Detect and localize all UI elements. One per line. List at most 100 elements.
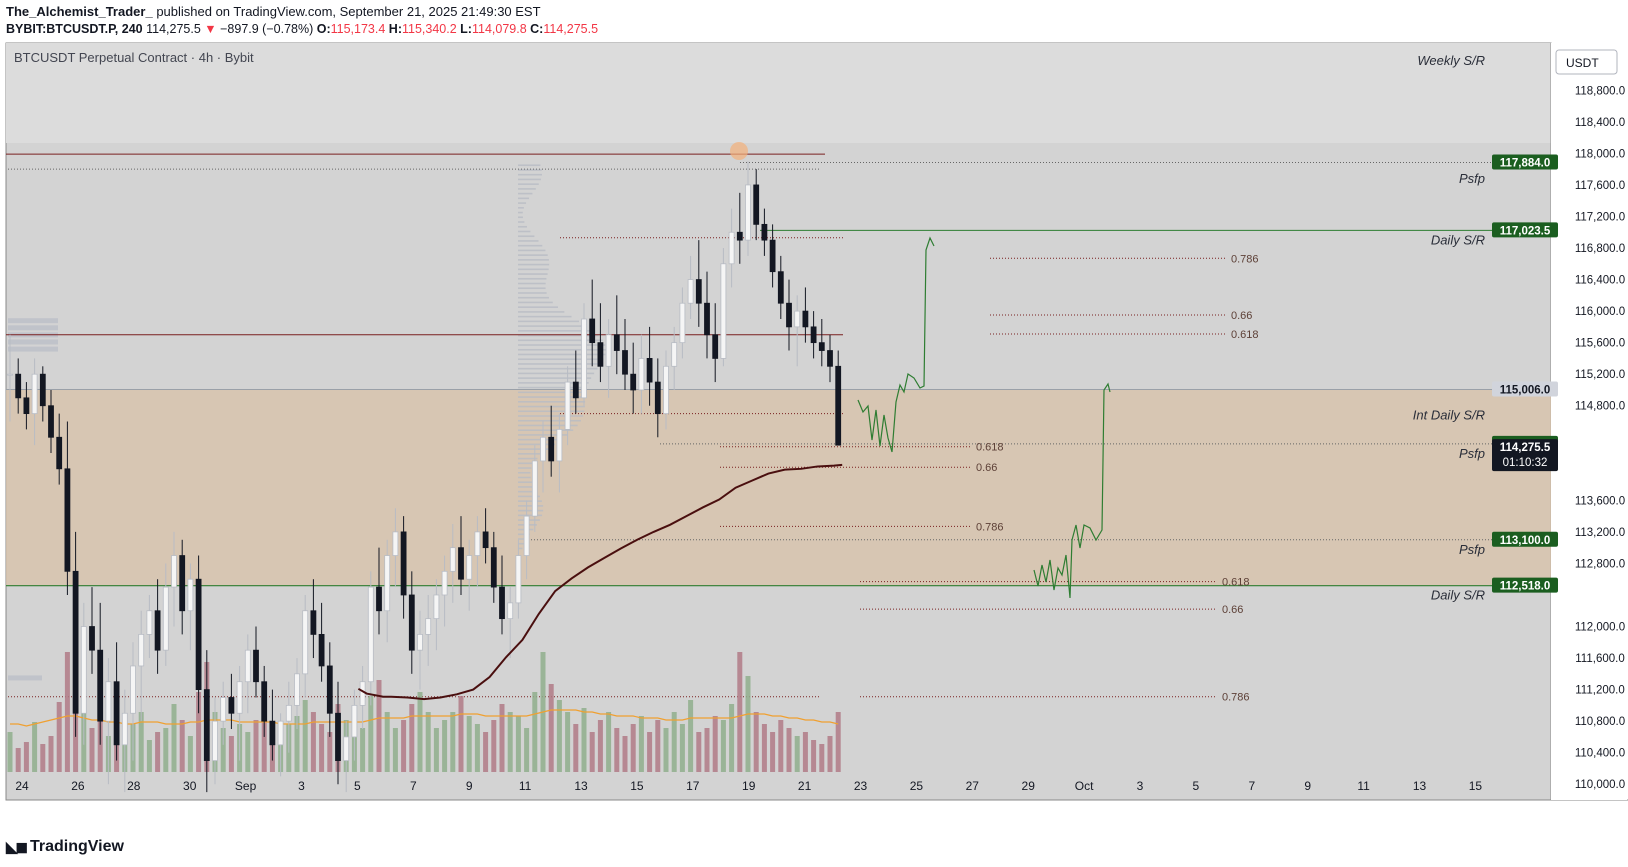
candle-body (786, 302, 792, 328)
candle-body (433, 594, 440, 620)
volume-bar (655, 720, 661, 772)
volume-profile-bar (518, 486, 535, 488)
volume-bar (474, 724, 480, 772)
volume-bar (187, 736, 193, 772)
volume-profile-bar (518, 476, 531, 479)
candle-body (130, 665, 136, 714)
volume-bar (688, 700, 694, 772)
volume-bar (155, 732, 161, 772)
price-tag-label: 117,884.0 (1500, 158, 1551, 170)
volume-bar (368, 696, 374, 772)
volume-profile-bar (518, 538, 527, 540)
y-tick-label: 110,000.0 (1575, 779, 1625, 791)
x-tick-label: 5 (354, 779, 361, 793)
price-axis-area[interactable] (1551, 43, 1627, 800)
candle-body (613, 334, 620, 351)
level-label: Daily S/R (1431, 232, 1485, 247)
volume-profile-bar (518, 353, 606, 356)
y-tick-label: 113,600.0 (1575, 495, 1625, 507)
volume-profile-bar (518, 230, 531, 233)
tradingview-logo[interactable]: ◣◼ TradingView (6, 838, 124, 856)
candle-body (105, 681, 112, 722)
candle-body (818, 342, 825, 351)
volume-profile-bar (518, 481, 533, 484)
volume-bar (56, 702, 62, 772)
candle-body (392, 531, 399, 556)
y-tick-label: 115,600.0 (1575, 338, 1625, 350)
candle-body (499, 586, 505, 620)
candle-body (441, 570, 448, 596)
y-tick-label: 111,200.0 (1575, 685, 1624, 697)
candle-body (695, 279, 702, 304)
volume-bar (606, 712, 612, 772)
candle-body (482, 531, 489, 549)
symbol-name[interactable]: BYBIT:BTCUSDT.P, 240 (6, 22, 143, 36)
candle-body (359, 681, 366, 706)
candle-body (720, 263, 727, 359)
volume-bar (704, 728, 710, 772)
change-arrow-icon: ▼ (204, 22, 217, 36)
currency-label: USDT (1566, 56, 1599, 70)
x-tick-label: Oct (1075, 779, 1094, 793)
price-tag (1492, 222, 1558, 238)
candle-body (777, 271, 784, 304)
support-resistance-zone (6, 389, 1551, 586)
volume-bar (647, 732, 653, 772)
volume-profile-bar (518, 273, 548, 275)
volume-bar (261, 712, 267, 772)
last-price: 114,275.5 (146, 22, 201, 36)
y-tick-label: 112,000.0 (1575, 622, 1625, 634)
volume-bar (409, 704, 415, 772)
candle-body (622, 350, 628, 375)
volume-profile-bar (518, 448, 549, 450)
x-tick-label: 15 (630, 779, 644, 793)
volume-bar (835, 712, 841, 772)
x-tick-label: 23 (854, 779, 868, 793)
candle-body (310, 610, 317, 635)
volume-bar (466, 716, 472, 772)
volume-bar (581, 708, 587, 772)
candle-body (474, 531, 481, 556)
volume-bar (392, 728, 398, 772)
volume-bar (696, 732, 702, 772)
volume-bar (630, 724, 636, 772)
volume-bar (302, 700, 308, 772)
fib-level-label: 0.786 (1231, 253, 1259, 265)
volume-profile-bar (518, 419, 581, 422)
volume-bar (253, 720, 259, 772)
candle-body (228, 697, 235, 714)
volume-bar (770, 732, 776, 772)
candle-body (203, 689, 210, 761)
projection-path (857, 236, 935, 453)
y-tick-label: 114,800.0 (1575, 401, 1625, 413)
candle-body (769, 239, 776, 273)
volume-profile-bar (518, 311, 565, 313)
candle-body (376, 586, 382, 612)
candle-body (548, 436, 555, 462)
candle-body (171, 555, 177, 588)
candle-body (220, 697, 227, 722)
level-label: Daily S/R (1431, 588, 1485, 603)
volume-bar (384, 712, 390, 772)
volume-profile-bar (518, 216, 523, 219)
volume-bar (433, 728, 439, 772)
volume-profile-bar (518, 339, 603, 342)
publisher-name[interactable]: The_Alchemist_Trader_ (6, 4, 153, 19)
x-tick-label: 15 (1469, 779, 1483, 793)
y-tick-label: 117,600.0 (1575, 180, 1625, 192)
candle-body (7, 373, 13, 376)
price-tag-label: 114,275.5 (1500, 442, 1551, 454)
volume-profile-bar (518, 443, 556, 446)
candle-body (589, 318, 596, 344)
volume-profile-bar (518, 173, 542, 176)
volume-bar (565, 712, 571, 772)
price-tag-label: 115,006.0 (1500, 384, 1551, 396)
low-value: 114,079.8 (471, 22, 527, 36)
x-tick-label: 11 (519, 779, 532, 793)
level-label: Psfp (1459, 446, 1485, 461)
y-tick-label: 118,400.0 (1575, 117, 1625, 129)
currency-button[interactable] (1555, 49, 1618, 75)
volume-profile-bar (518, 462, 534, 465)
volume-bar (146, 740, 152, 772)
